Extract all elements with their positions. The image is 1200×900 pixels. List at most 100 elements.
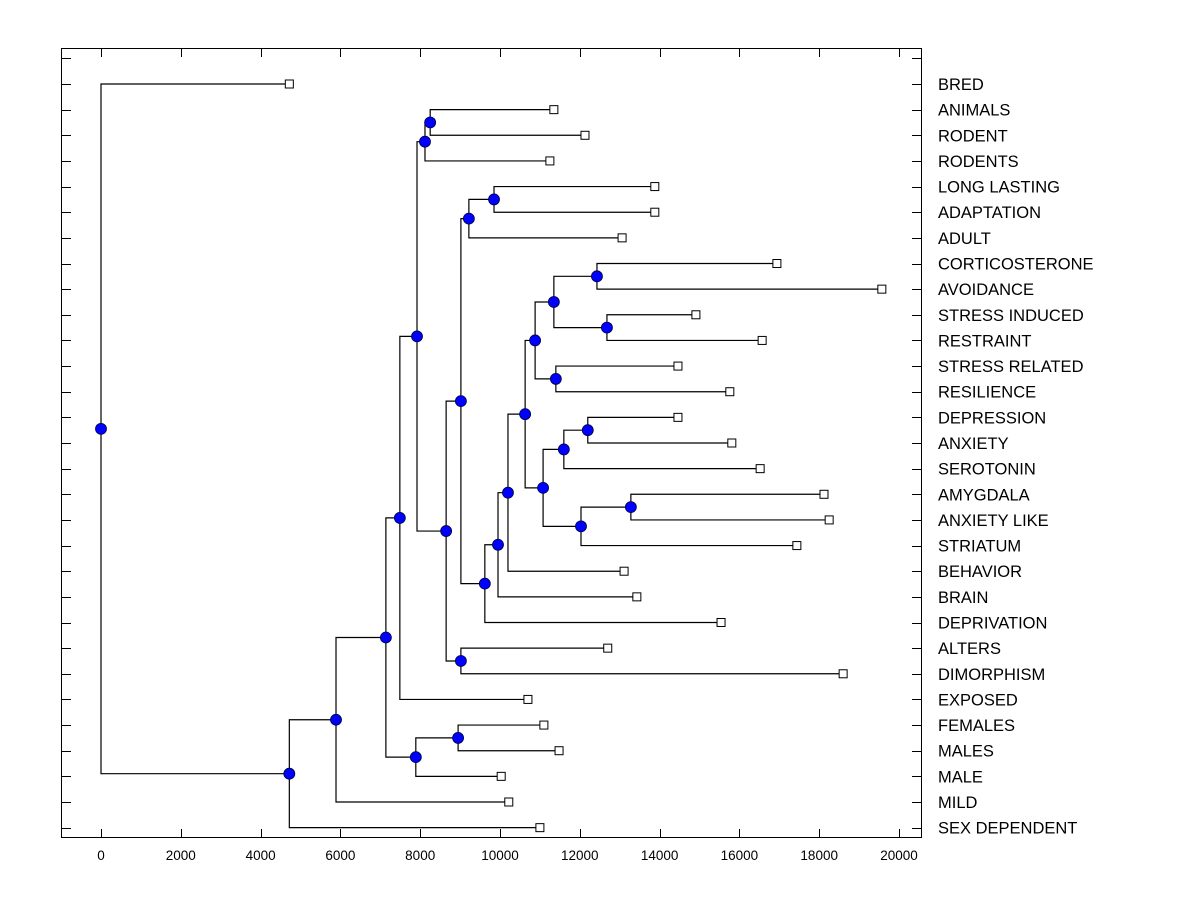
leaf-marker <box>673 412 683 422</box>
plot-frame <box>61 48 922 838</box>
leaf-label: STRIATUM <box>938 538 1021 556</box>
leaf-label: DEPRIVATION <box>938 615 1047 633</box>
branch <box>534 301 554 341</box>
branch <box>596 276 882 290</box>
branch <box>524 339 536 415</box>
cluster-node <box>488 193 500 206</box>
branch <box>445 400 461 532</box>
branch <box>580 526 797 547</box>
branch <box>399 335 418 518</box>
branch <box>460 660 844 675</box>
cluster-node <box>591 270 603 283</box>
cluster-node <box>624 501 637 514</box>
branch <box>553 275 597 302</box>
leaf-label: AVOIDANCE <box>938 281 1034 299</box>
cluster-node <box>519 408 532 421</box>
leaf-markers <box>284 79 887 833</box>
leaf-marker <box>792 541 802 551</box>
leaf-label: RESTRAINT <box>938 332 1032 350</box>
leaf-marker <box>650 207 660 217</box>
leaf-marker <box>725 387 735 397</box>
leaf-marker <box>603 643 613 653</box>
cluster-node <box>537 481 549 494</box>
branch <box>385 517 400 638</box>
cluster-node <box>440 525 453 537</box>
leaf-label: ANIMALS <box>938 102 1010 120</box>
branch <box>587 430 732 444</box>
leaf-marker <box>619 566 629 576</box>
cluster-node <box>557 443 570 456</box>
leaf-marker <box>539 720 549 730</box>
branch <box>507 492 625 572</box>
leaf-label: CORTICOSTERONE <box>938 256 1094 274</box>
leaf-label: MALE <box>938 768 983 786</box>
branch <box>542 448 564 488</box>
leaf-marker <box>824 515 834 525</box>
cluster-node <box>581 424 594 437</box>
branch <box>563 449 761 470</box>
leaf-labels: BRED ANIMALS RODENT RODENTS LONG LASTING ADAP… <box>938 76 1094 838</box>
leaf-label: ANXIETY <box>938 435 1009 453</box>
cluster-node <box>502 486 514 499</box>
branch <box>493 199 655 213</box>
x-tick-label: 14000 <box>641 848 679 863</box>
leaf-marker <box>650 182 660 192</box>
x-tick-label: 16000 <box>721 848 759 863</box>
cluster-node <box>411 330 423 343</box>
branch <box>100 83 290 429</box>
leaf-label: BRED <box>938 76 984 94</box>
cluster-node <box>601 321 613 334</box>
branch <box>524 414 544 489</box>
cluster-node <box>547 296 560 308</box>
cluster-node <box>575 520 587 533</box>
leaf-marker <box>716 618 726 627</box>
branch <box>606 327 763 342</box>
leaf-marker <box>877 284 887 294</box>
leaf-label: EXPOSED <box>938 691 1018 709</box>
branch <box>497 544 637 598</box>
branch <box>596 262 777 277</box>
cluster-node <box>379 631 392 644</box>
leaf-marker <box>819 489 829 499</box>
branch <box>424 141 550 162</box>
leaf-label: RODENTS <box>938 153 1019 171</box>
branch <box>399 517 528 701</box>
cluster-node <box>454 655 467 667</box>
branch <box>416 141 425 337</box>
branch <box>429 109 554 123</box>
branch <box>580 506 631 527</box>
cluster-node <box>492 538 504 551</box>
cluster-node <box>283 767 296 780</box>
cluster-node <box>393 512 406 524</box>
leaf-label: MALES <box>938 743 994 761</box>
branch <box>484 583 722 624</box>
leaf-label: STRESS INDUCED <box>938 307 1084 325</box>
leaf-label: BRAIN <box>938 589 988 607</box>
branch <box>497 492 508 545</box>
branch <box>563 429 588 450</box>
branch <box>415 757 502 777</box>
x-tick-label: 6000 <box>325 848 355 863</box>
x-axis-ticks <box>101 49 900 837</box>
cluster-node <box>462 212 475 225</box>
branch <box>630 493 824 508</box>
branch <box>468 218 623 239</box>
branch <box>457 724 544 738</box>
x-tick-label: 12000 <box>561 848 599 863</box>
leaf-marker <box>632 592 642 602</box>
cluster-node <box>478 577 491 590</box>
branch <box>542 487 581 527</box>
x-tick-label: 10000 <box>481 848 519 863</box>
leaf-label: BEHAVIOR <box>938 563 1022 581</box>
leaf-label: SEROTONIN <box>938 461 1036 479</box>
branch <box>335 636 386 720</box>
x-tick-label: 2000 <box>166 848 196 863</box>
leaf-marker <box>284 79 294 89</box>
leaf-label: ALTERS <box>938 640 1001 658</box>
leaf-marker <box>535 823 545 833</box>
cluster-node <box>454 395 467 408</box>
leaf-label: RODENT <box>938 127 1008 145</box>
leaf-label: MILD <box>938 794 978 812</box>
leaf-label: RESILIENCE <box>938 384 1036 402</box>
